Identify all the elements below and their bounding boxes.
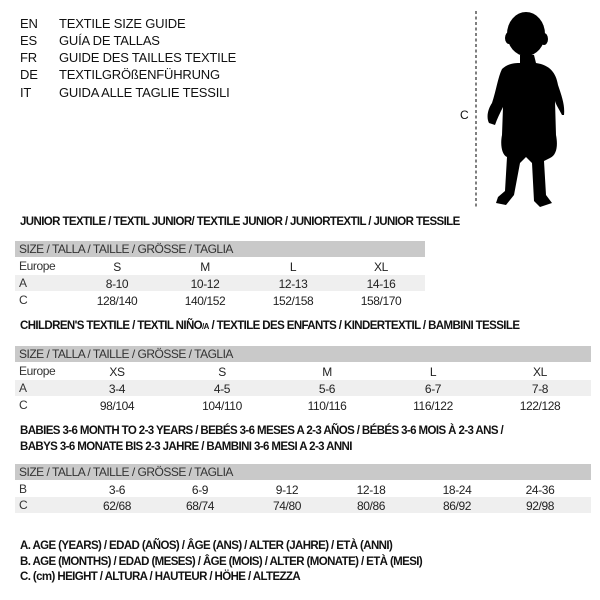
language-code: ES — [20, 33, 37, 48]
row-label: C — [19, 498, 28, 512]
guide-title: TEXTILE SIZE GUIDE — [59, 16, 186, 31]
table-cell: 122/128 — [519, 399, 561, 413]
table-cell: 12-13 — [278, 277, 308, 291]
legend-b: B. AGE (MONTHS) / EDAD (MESES) / ÂGE (MO… — [20, 556, 423, 568]
guide-title: TEXTILGRÖßENFÜHRUNG — [59, 67, 220, 82]
guide-title: GUIDE DES TAILLES TEXTILE — [59, 50, 237, 65]
table-header: SIZE / TALLA / TAILLE / GRÖSSE / TAGLIA — [15, 346, 591, 362]
row-label: A — [19, 276, 27, 290]
table-cell: 152/158 — [272, 294, 314, 308]
table-cell: 74/80 — [272, 499, 302, 513]
table-cell: 80/86 — [356, 499, 386, 513]
junior-section-title: JUNIOR TEXTILE / TEXTIL JUNIOR/ TEXTILE … — [20, 216, 460, 228]
row-label: B — [19, 482, 27, 496]
table-row: B 3-6 6-9 9-12 12-18 18-24 24-36 — [15, 481, 591, 497]
table-cell: 92/98 — [525, 499, 555, 513]
children-size-table: SIZE / TALLA / TAILLE / GRÖSSE / TAGLIA E… — [15, 346, 591, 414]
table-cell: 128/140 — [96, 294, 138, 308]
table-cell: 62/68 — [102, 499, 132, 513]
babies-section-title-line1: BABIES 3-6 MONTH TO 2-3 YEARS / BEBÉS 3-… — [20, 425, 504, 437]
children-section-title: CHILDREN'S TEXTILE / TEXTIL NIÑO/A / TEX… — [20, 320, 520, 332]
header-label: SIZE / TALLA / TAILLE / GRÖSSE / TAGLIA — [19, 242, 233, 256]
table-cell: 6-7 — [424, 382, 442, 396]
table-row: A 3-4 4-5 5-6 6-7 7-8 — [15, 380, 591, 396]
language-code: FR — [20, 50, 37, 65]
table-header: SIZE / TALLA / TAILLE / GRÖSSE / TAGLIA — [15, 241, 425, 257]
table-cell: 5-6 — [318, 382, 336, 396]
row-label: C — [19, 398, 28, 412]
table-cell: 140/152 — [184, 294, 226, 308]
table-cell: L — [289, 260, 297, 274]
table-cell: 24-36 — [525, 483, 555, 497]
row-label: C — [19, 293, 28, 307]
baby-silhouette-icon — [475, 11, 565, 207]
table-cell: XL — [374, 260, 388, 274]
table-cell: 3-4 — [108, 382, 126, 396]
table-cell: 8-10 — [105, 277, 129, 291]
guide-title: GUIDA ALLE TAGLIE TESSILI — [59, 85, 230, 100]
babies-size-table: SIZE / TALLA / TAILLE / GRÖSSE / TAGLIA B… — [15, 464, 591, 514]
table-cell: 14-16 — [366, 277, 396, 291]
language-code: IT — [20, 85, 32, 100]
legend-c: C. (cm) HEIGHT / ALTURA / HAUTEUR / HÖHE… — [20, 571, 301, 583]
row-label: Europe — [19, 364, 56, 378]
header-label: SIZE / TALLA / TAILLE / GRÖSSE / TAGLIA — [19, 347, 233, 361]
legend-a: A. AGE (YEARS) / EDAD (AÑOS) / ÂGE (ANS)… — [20, 540, 393, 552]
table-cell: XL — [533, 365, 547, 379]
row-label: Europe — [19, 259, 56, 273]
table-cell: 4-5 — [213, 382, 231, 396]
table-cell: 98/104 — [99, 399, 135, 413]
table-row: C 62/68 68/74 74/80 80/86 86/92 92/98 — [15, 497, 591, 513]
table-cell: 9-12 — [275, 483, 299, 497]
row-label: A — [19, 381, 27, 395]
table-cell: 68/74 — [185, 499, 215, 513]
header-label: SIZE / TALLA / TAILLE / GRÖSSE / TAGLIA — [19, 465, 233, 479]
table-cell: 12-18 — [356, 483, 386, 497]
table-cell: 86/92 — [442, 499, 472, 513]
table-cell: 104/110 — [202, 399, 242, 413]
table-cell: 6-9 — [191, 483, 209, 497]
language-code: EN — [20, 16, 38, 31]
junior-size-table: SIZE / TALLA / TAILLE / GRÖSSE / TAGLIA E… — [15, 241, 425, 309]
table-cell: 116/122 — [413, 399, 453, 413]
table-cell: S — [218, 365, 226, 379]
table-cell: 7-8 — [531, 382, 549, 396]
babies-section-title-line2: BABYS 3-6 MONATE BIS 2-3 JAHRE / BAMBINI… — [20, 441, 352, 453]
table-row: Europe XS S M L XL — [15, 363, 591, 379]
table-cell: 18-24 — [442, 483, 472, 497]
table-cell: 3-6 — [108, 483, 126, 497]
language-code: DE — [20, 67, 38, 82]
table-cell: 10-12 — [190, 277, 220, 291]
measure-label: C — [460, 108, 469, 122]
table-row: C 128/140 140/152 152/158 158/170 — [15, 292, 425, 308]
table-cell: S — [113, 260, 121, 274]
table-row: C 98/104 104/110 110/116 116/122 122/128 — [15, 397, 591, 413]
table-header: SIZE / TALLA / TAILLE / GRÖSSE / TAGLIA — [15, 464, 591, 480]
guide-title: GUÍA DE TALLAS — [59, 33, 160, 48]
table-row: Europe S M L XL — [15, 258, 425, 274]
table-cell: L — [429, 365, 437, 379]
table-cell: M — [200, 260, 210, 274]
table-cell: 110/116 — [307, 399, 347, 413]
table-cell: XS — [109, 365, 125, 379]
table-cell: 158/170 — [360, 294, 402, 308]
table-cell: M — [322, 365, 332, 379]
table-row: A 8-10 10-12 12-13 14-16 — [15, 275, 425, 291]
